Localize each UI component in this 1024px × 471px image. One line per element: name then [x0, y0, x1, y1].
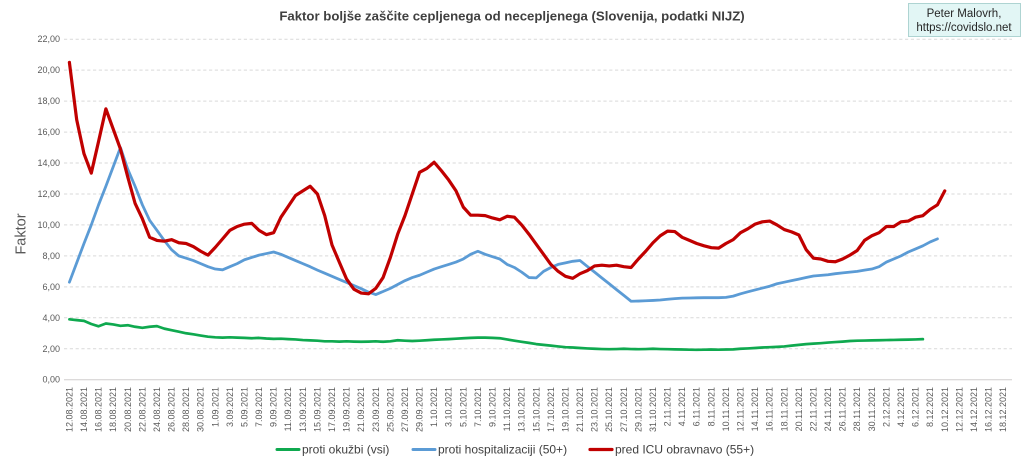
- svg-text:29.10.2021: 29.10.2021: [633, 387, 643, 432]
- svg-text:18.08.2021: 18.08.2021: [108, 387, 118, 432]
- svg-text:9.09.2021: 9.09.2021: [269, 387, 279, 427]
- svg-text:12.11.2021: 12.11.2021: [736, 387, 746, 431]
- svg-text:20,00: 20,00: [37, 65, 60, 75]
- svg-text:19.10.2021: 19.10.2021: [560, 387, 570, 432]
- svg-text:24.08.2021: 24.08.2021: [152, 387, 162, 432]
- svg-text:26.11.2021: 26.11.2021: [838, 387, 848, 431]
- svg-text:14.12.2021: 14.12.2021: [969, 387, 979, 432]
- svg-text:proti okužbi (vsi): proti okužbi (vsi): [302, 443, 389, 457]
- svg-text:1.09.2021: 1.09.2021: [210, 387, 220, 427]
- svg-text:11.09.2021: 11.09.2021: [283, 387, 293, 431]
- svg-text:27.10.2021: 27.10.2021: [619, 387, 629, 432]
- svg-text:28.11.2021: 28.11.2021: [852, 387, 862, 431]
- svg-text:11.10.2021: 11.10.2021: [502, 387, 512, 431]
- svg-text:29.09.2021: 29.09.2021: [415, 387, 425, 432]
- svg-text:5.09.2021: 5.09.2021: [239, 387, 249, 427]
- svg-text:3.09.2021: 3.09.2021: [225, 387, 235, 427]
- svg-text:18,00: 18,00: [37, 96, 60, 106]
- svg-text:1.10.2021: 1.10.2021: [429, 387, 439, 427]
- svg-text:2,00: 2,00: [42, 344, 60, 354]
- svg-text:2.12.2021: 2.12.2021: [881, 387, 891, 427]
- svg-text:23.10.2021: 23.10.2021: [590, 387, 600, 432]
- svg-text:19.09.2021: 19.09.2021: [342, 387, 352, 432]
- svg-text:6.12.2021: 6.12.2021: [911, 387, 921, 427]
- svg-text:30.11.2021: 30.11.2021: [867, 387, 877, 431]
- svg-text:Faktor boljše zaščite cepljene: Faktor boljše zaščite cepljenega od nece…: [279, 9, 744, 24]
- svg-text:7.09.2021: 7.09.2021: [254, 387, 264, 427]
- svg-text:17.10.2021: 17.10.2021: [546, 387, 556, 432]
- svg-text:15.09.2021: 15.09.2021: [312, 387, 322, 432]
- svg-text:4.11.2021: 4.11.2021: [677, 387, 687, 426]
- svg-text:13.10.2021: 13.10.2021: [517, 387, 527, 432]
- svg-text:8.12.2021: 8.12.2021: [925, 387, 935, 427]
- svg-text:16.08.2021: 16.08.2021: [94, 387, 104, 432]
- svg-text:pred ICU obravnavo (55+): pred ICU obravnavo (55+): [615, 443, 754, 457]
- svg-text:30.08.2021: 30.08.2021: [196, 387, 206, 432]
- svg-text:https://covidslo.net: https://covidslo.net: [916, 22, 1012, 34]
- svg-text:10.12.2021: 10.12.2021: [940, 387, 950, 432]
- svg-text:Peter Malovrh,: Peter Malovrh,: [927, 8, 1002, 20]
- svg-text:proti hospitalizaciji (50+): proti hospitalizaciji (50+): [438, 443, 567, 457]
- svg-text:16.11.2021: 16.11.2021: [765, 387, 775, 431]
- svg-text:2.11.2021: 2.11.2021: [663, 387, 673, 426]
- svg-text:21.09.2021: 21.09.2021: [356, 387, 366, 432]
- svg-text:22.08.2021: 22.08.2021: [137, 387, 147, 432]
- svg-text:26.08.2021: 26.08.2021: [167, 387, 177, 432]
- svg-text:Faktor: Faktor: [14, 213, 30, 254]
- svg-text:5.10.2021: 5.10.2021: [458, 387, 468, 427]
- svg-text:22.11.2021: 22.11.2021: [808, 387, 818, 431]
- svg-text:12.08.2021: 12.08.2021: [64, 387, 74, 432]
- svg-text:22,00: 22,00: [37, 34, 60, 44]
- svg-text:13.09.2021: 13.09.2021: [298, 387, 308, 432]
- svg-text:21.10.2021: 21.10.2021: [575, 387, 585, 432]
- svg-text:15.10.2021: 15.10.2021: [531, 387, 541, 432]
- svg-text:20.08.2021: 20.08.2021: [123, 387, 133, 432]
- svg-text:28.08.2021: 28.08.2021: [181, 387, 191, 432]
- svg-text:12,00: 12,00: [37, 189, 60, 199]
- svg-text:27.09.2021: 27.09.2021: [400, 387, 410, 432]
- svg-text:7.10.2021: 7.10.2021: [473, 387, 483, 427]
- svg-text:9.10.2021: 9.10.2021: [487, 387, 497, 427]
- svg-text:10.11.2021: 10.11.2021: [721, 387, 731, 431]
- svg-text:6,00: 6,00: [42, 282, 60, 292]
- svg-text:8.11.2021: 8.11.2021: [706, 387, 716, 426]
- svg-text:25.10.2021: 25.10.2021: [604, 387, 614, 432]
- svg-text:14.08.2021: 14.08.2021: [79, 387, 89, 432]
- svg-text:31.10.2021: 31.10.2021: [648, 387, 658, 432]
- svg-text:17.09.2021: 17.09.2021: [327, 387, 337, 432]
- svg-text:8,00: 8,00: [42, 251, 60, 261]
- svg-text:4,00: 4,00: [42, 313, 60, 323]
- svg-text:14.11.2021: 14.11.2021: [750, 387, 760, 431]
- svg-text:18.12.2021: 18.12.2021: [998, 387, 1008, 432]
- svg-text:23.09.2021: 23.09.2021: [371, 387, 381, 432]
- svg-text:12.12.2021: 12.12.2021: [954, 387, 964, 432]
- svg-text:4.12.2021: 4.12.2021: [896, 387, 906, 427]
- svg-text:16.12.2021: 16.12.2021: [984, 387, 994, 432]
- svg-text:16,00: 16,00: [37, 127, 60, 137]
- svg-text:14,00: 14,00: [37, 158, 60, 168]
- svg-text:6.11.2021: 6.11.2021: [692, 387, 702, 426]
- svg-text:10,00: 10,00: [37, 220, 60, 230]
- svg-text:0,00: 0,00: [42, 375, 60, 385]
- svg-text:24.11.2021: 24.11.2021: [823, 387, 833, 431]
- svg-text:20.11.2021: 20.11.2021: [794, 387, 804, 431]
- svg-text:3.10.2021: 3.10.2021: [444, 387, 454, 427]
- svg-text:25.09.2021: 25.09.2021: [385, 387, 395, 432]
- svg-text:18.11.2021: 18.11.2021: [779, 387, 789, 431]
